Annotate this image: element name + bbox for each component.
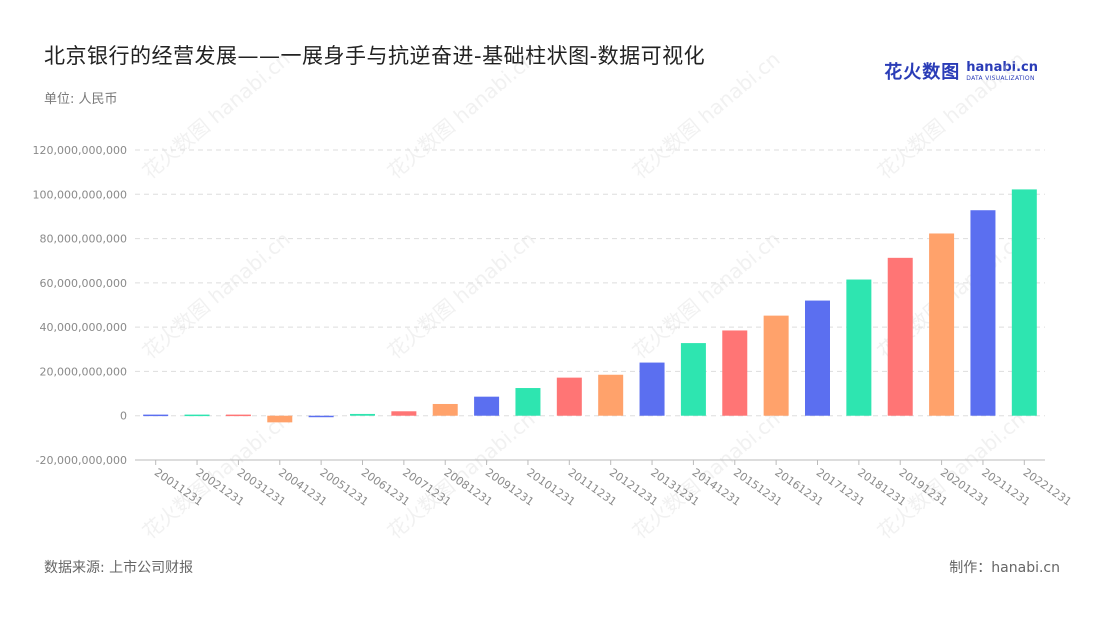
bar xyxy=(970,210,996,416)
watermark: 花火数图 hanabi.cn xyxy=(138,47,295,184)
watermark: 花火数图 hanabi.cn xyxy=(873,47,1030,184)
bar xyxy=(722,330,748,416)
bar xyxy=(225,414,251,417)
y-tick-label: 80,000,000,000 xyxy=(40,233,127,246)
y-tick-label: -20,000,000,000 xyxy=(36,454,127,467)
bar xyxy=(1011,189,1037,416)
bar xyxy=(639,362,665,416)
maker-credit: 制作：hanabi.cn xyxy=(949,560,1060,576)
y-tick-label: 100,000,000,000 xyxy=(33,188,127,201)
bar xyxy=(846,279,872,416)
y-tick-label: 0 xyxy=(120,410,127,423)
unit-label: 单位: 人民币 xyxy=(44,92,118,107)
bar xyxy=(184,414,210,417)
bar xyxy=(805,300,830,416)
y-tick-label: 120,000,000,000 xyxy=(33,144,127,157)
y-tick-label: 20,000,000,000 xyxy=(40,365,127,378)
watermark: 花火数图 hanabi.cn xyxy=(138,227,295,364)
bar xyxy=(929,233,955,416)
bar xyxy=(267,415,293,423)
logo-sub-text: DATA VISUALIZATION xyxy=(966,74,1035,82)
watermark: 花火数图 hanabi.cn xyxy=(628,47,785,184)
watermark: 花火数图 hanabi.cn xyxy=(383,227,540,364)
bar xyxy=(556,377,582,416)
logo-cn-text: 花火数图 xyxy=(884,62,961,83)
logo-en-block: hanabi.cn DATA VISUALIZATION xyxy=(966,61,1038,82)
bar xyxy=(474,396,500,416)
watermark: 花火数图 hanabi.cn xyxy=(628,227,785,364)
bar xyxy=(887,257,913,416)
bar xyxy=(432,403,458,416)
brand-logo: 花火数图 hanabi.cn DATA VISUALIZATION xyxy=(884,58,1038,84)
bar xyxy=(308,415,334,418)
bar xyxy=(598,374,624,416)
y-tick-label: 40,000,000,000 xyxy=(40,321,127,334)
bar xyxy=(763,315,789,416)
bar xyxy=(391,411,417,416)
bar xyxy=(680,343,706,416)
data-source: 数据来源: 上市公司财报 xyxy=(44,560,194,576)
bar xyxy=(350,413,375,416)
bar xyxy=(143,414,169,417)
chart-title: 北京银行的经营发展——一展身手与抗逆奋进-基础柱状图-数据可视化 xyxy=(44,44,706,68)
bar xyxy=(515,388,541,416)
y-tick-label: 60,000,000,000 xyxy=(40,277,127,290)
logo-en-text: hanabi.cn xyxy=(966,59,1038,75)
watermark: 花火数图 hanabi.cn xyxy=(383,47,540,184)
